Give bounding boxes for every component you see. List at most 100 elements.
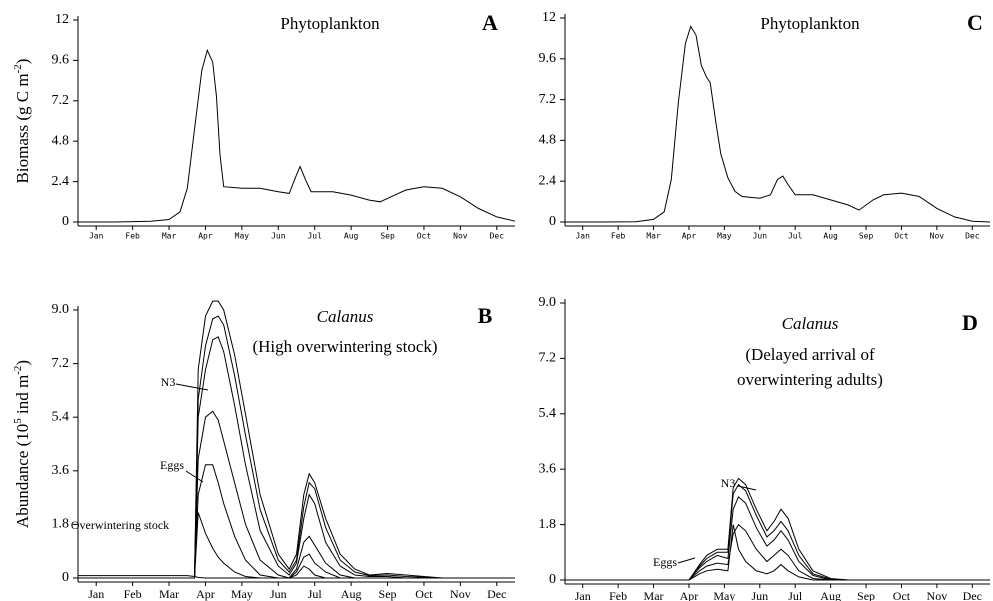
series-label: Eggs (160, 458, 184, 472)
y-axis-label-part: 5 (12, 418, 24, 424)
series-line (78, 48, 516, 223)
panel-title: Phytoplankton (760, 14, 860, 33)
x-tick-label: Jan (575, 589, 591, 601)
series-label: Eggs (653, 555, 677, 569)
x-tick-label: Jul (308, 587, 323, 601)
y-tick-label: 3.6 (52, 463, 70, 478)
series-line (78, 575, 515, 579)
panel-letter: A (482, 10, 498, 35)
y-tick-label: 7.2 (52, 93, 70, 108)
x-tick-label: Feb (125, 232, 140, 241)
x-tick-label: May (235, 232, 250, 241)
x-tick-label: Oct (417, 232, 432, 241)
leader-line (677, 557, 696, 564)
y-axis-label-part: ) (13, 59, 32, 65)
y-tick-label: 7.2 (539, 351, 557, 366)
y-tick-label: 0 (62, 570, 69, 585)
series-label: N3 (721, 476, 736, 490)
x-tick-label: Mar (644, 589, 664, 601)
series-line (565, 523, 990, 581)
y-axis-label-part: -2 (12, 366, 24, 375)
x-tick-label: Feb (124, 587, 142, 601)
x-tick-label: Dec (487, 587, 506, 601)
y-tick-label: 3.6 (539, 461, 557, 476)
x-tick-label: May (717, 232, 732, 241)
series-label: Overwintering stock (71, 518, 169, 532)
y-tick-label: 4.8 (539, 133, 557, 148)
y-axis-label-part: Abundance (10 (13, 424, 32, 528)
panel-title: Calanus (317, 307, 374, 326)
y-tick-label: 5.4 (539, 406, 557, 421)
x-tick-label: Jul (788, 232, 803, 241)
x-tick-label: Feb (611, 232, 626, 241)
y-tick-label: 12 (542, 10, 556, 25)
x-tick-label: Sep (857, 589, 875, 601)
y-tick-label: 1.8 (539, 517, 557, 532)
x-tick-label: May (713, 589, 735, 601)
x-tick-label: Mar (646, 232, 661, 241)
x-tick-label: Oct (894, 232, 909, 241)
panel-letter: D (962, 310, 978, 335)
x-tick-label: Jul (788, 589, 803, 601)
leader-line (737, 485, 757, 491)
y-tick-label: 0 (549, 572, 556, 587)
series-line (565, 477, 990, 581)
y-tick-label: 0 (549, 214, 556, 229)
x-tick-label: Apr (682, 232, 697, 241)
y-axis-label-part: -2 (12, 64, 24, 73)
series-line (565, 524, 990, 581)
x-tick-label: Sep (380, 232, 395, 241)
y-axis-label: Biomass (g C m-2) (12, 59, 32, 184)
series-line (565, 25, 991, 223)
x-tick-label: Nov (930, 232, 945, 241)
x-tick-label: Jun (271, 232, 286, 241)
y-tick-label: 2.4 (52, 174, 70, 189)
x-tick-label: Dec (963, 589, 982, 601)
x-tick-label: Jan (88, 587, 104, 601)
x-tick-label: May (231, 587, 253, 601)
x-tick-label: Aug (823, 232, 838, 241)
leader-line (185, 470, 204, 483)
y-axis-label: Abundance (105 ind m-2) (12, 360, 32, 528)
x-tick-label: Aug (820, 589, 841, 601)
y-tick-label: 9.6 (539, 51, 557, 66)
x-tick-label: Jan (575, 232, 590, 241)
x-tick-label: Nov (450, 587, 471, 601)
x-tick-label: Nov (927, 589, 948, 601)
panel-letter: C (967, 10, 983, 35)
x-tick-label: Jun (751, 589, 768, 601)
x-tick-label: Oct (415, 587, 433, 601)
x-tick-label: Feb (609, 589, 627, 601)
y-tick-label: 9.6 (52, 53, 70, 68)
x-tick-label: Apr (196, 587, 215, 601)
x-tick-label: Dec (490, 232, 505, 241)
x-tick-label: Jan (89, 232, 104, 241)
panel-title: Phytoplankton (280, 14, 380, 33)
x-tick-label: Sep (859, 232, 874, 241)
x-tick-label: Dec (965, 232, 980, 241)
panel-subtitle: (High overwintering stock) (252, 337, 437, 356)
x-tick-label: Nov (453, 232, 468, 241)
series-line (78, 336, 515, 579)
x-tick-label: Aug (344, 232, 359, 241)
y-tick-label: 9.0 (539, 295, 557, 310)
y-tick-label: 7.2 (539, 92, 557, 107)
x-tick-label: Jun (270, 587, 287, 601)
panel-subtitle: overwintering adults) (737, 370, 883, 389)
y-tick-label: 7.2 (52, 356, 70, 371)
x-tick-label: Oct (893, 589, 911, 601)
x-tick-label: Apr (198, 232, 213, 241)
y-tick-label: 0 (62, 214, 69, 229)
panel-subtitle: (Delayed arrival of (745, 345, 875, 364)
x-tick-label: Jun (753, 232, 768, 241)
y-tick-label: 9.0 (52, 302, 70, 317)
x-tick-label: Mar (159, 587, 179, 601)
x-tick-label: Apr (680, 589, 699, 601)
y-axis-label-part: ) (13, 360, 32, 366)
x-tick-label: Aug (341, 587, 362, 601)
y-tick-label: 12 (55, 12, 69, 27)
x-tick-label: Jul (307, 232, 322, 241)
series-label: N3 (161, 375, 176, 389)
y-tick-label: 4.8 (52, 133, 70, 148)
